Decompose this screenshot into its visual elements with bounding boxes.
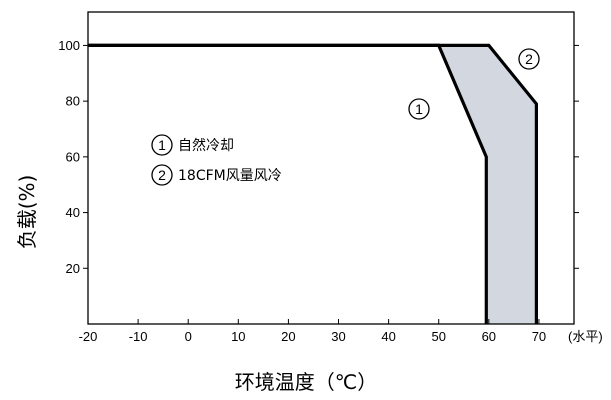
legend-marker-circle [151, 164, 173, 186]
curve-labels: 12 [408, 48, 540, 120]
y-tick-label: 20 [66, 261, 80, 276]
x-tick-label: 30 [331, 329, 345, 344]
curve-label-number: 1 [415, 101, 423, 117]
x-tick-label: -10 [129, 329, 148, 344]
x-tick-label: 40 [381, 329, 395, 344]
curve-label-circle [518, 48, 540, 70]
legend-marker-circle [151, 134, 173, 156]
series-line-2 [88, 43, 539, 324]
x-tick-label: 50 [431, 329, 445, 344]
curve-label-circle [408, 98, 430, 120]
y-axis-title: 负载(%) [15, 175, 39, 250]
legend-label: 18CFM风量风冷 [178, 168, 282, 184]
y-tick-label: 40 [66, 205, 80, 220]
legend: 1 自然冷却 2 18CFM风量风冷 [151, 134, 282, 186]
x-axis-unit-note: (水平) [568, 329, 603, 344]
y-tick-label: 100 [58, 38, 80, 53]
legend-marker-number: 2 [158, 167, 166, 183]
x-tick-label: 60 [482, 329, 496, 344]
legend-label: 自然冷却 [178, 137, 234, 154]
curve-label-1: 1 [408, 98, 430, 120]
x-tick-label: 20 [281, 329, 295, 344]
legend-marker-number: 1 [158, 137, 166, 153]
x-tick-label: 10 [231, 329, 245, 344]
x-tick-label: -20 [79, 329, 98, 344]
curve-label-number: 2 [525, 51, 533, 67]
y-tick-label: 80 [66, 94, 80, 109]
curve-label-2: 2 [518, 48, 540, 70]
x-axis-title: 环境温度（℃） [235, 370, 377, 394]
legend-item-2: 2 18CFM风量风冷 [151, 164, 282, 186]
axis-ticks: -20 -10 0 10 20 30 40 50 60 70 20 40 60 80 100 [58, 38, 579, 344]
legend-item-1: 1 自然冷却 [151, 134, 234, 156]
y-tick-label: 60 [66, 149, 80, 164]
plot-frame [87, 11, 575, 325]
x-tick-label: 0 [185, 329, 192, 344]
series-lines [88, 43, 539, 324]
x-tick-label: 70 [532, 329, 546, 344]
